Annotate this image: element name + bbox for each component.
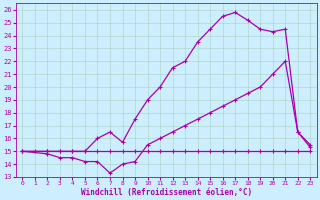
X-axis label: Windchill (Refroidissement éolien,°C): Windchill (Refroidissement éolien,°C) xyxy=(81,188,252,197)
